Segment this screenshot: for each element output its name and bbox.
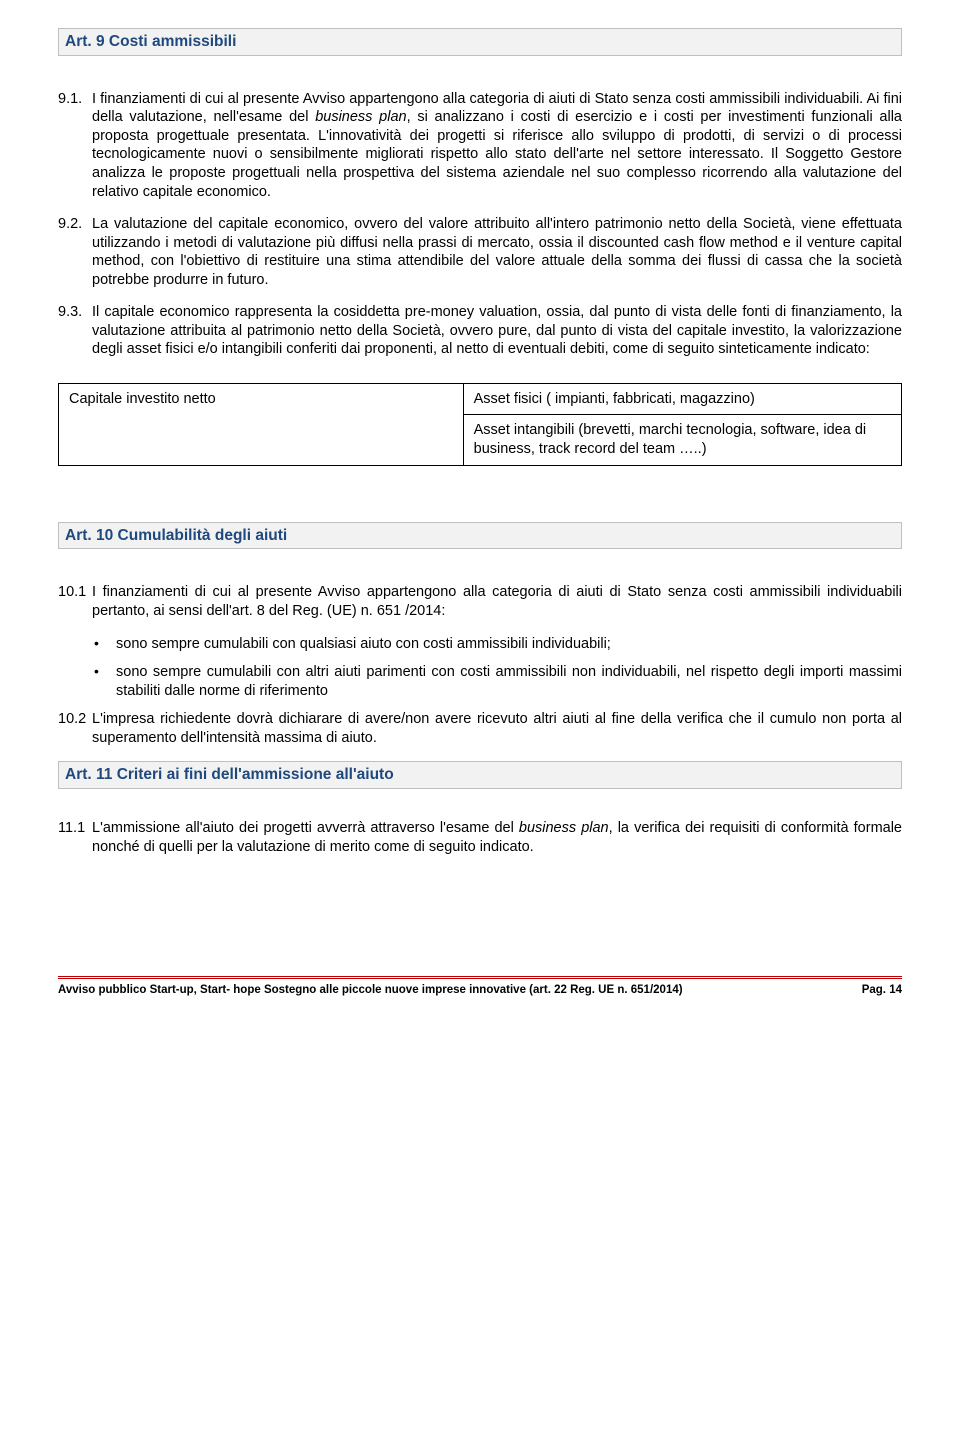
para-body: L'impresa richiedente dovrà dichiarare d… bbox=[92, 710, 902, 747]
paragraph-10-2: 10.2 L'impresa richiedente dovrà dichiar… bbox=[58, 710, 902, 747]
section-heading-art11: Art. 11 Criteri ai fini dell'ammissione … bbox=[58, 761, 902, 789]
bullet-list: sono sempre cumulabili con qualsiasi aiu… bbox=[58, 635, 902, 701]
section-heading-art9: Art. 9 Costi ammissibili bbox=[58, 28, 902, 56]
table-cell: Asset intangibili (brevetti, marchi tecn… bbox=[463, 415, 901, 465]
para-number: 10.1 bbox=[58, 583, 92, 620]
italic-term: business plan bbox=[519, 820, 609, 836]
table-cell: Asset fisici ( impianti, fabbricati, mag… bbox=[463, 383, 901, 415]
italic-term: business plan bbox=[315, 109, 406, 125]
paragraph-11-1: 11.1 L'ammissione all'aiuto dei progetti… bbox=[58, 819, 902, 856]
section-heading-art10: Art. 10 Cumulabilità degli aiuti bbox=[58, 522, 902, 550]
paragraph-10-1: 10.1 I finanziamenti di cui al presente … bbox=[58, 583, 902, 620]
footer-rule bbox=[58, 976, 902, 979]
para-body: La valutazione del capitale economico, o… bbox=[92, 215, 902, 289]
para-number: 9.1. bbox=[58, 90, 92, 201]
page-footer: Avviso pubblico Start-up, Start- hope So… bbox=[58, 983, 902, 998]
para-text: L'ammissione all'aiuto dei progetti avve… bbox=[92, 820, 519, 836]
paragraph-9-2: 9.2. La valutazione del capitale economi… bbox=[58, 215, 902, 289]
para-body: L'ammissione all'aiuto dei progetti avve… bbox=[92, 819, 902, 856]
list-item: sono sempre cumulabili con altri aiuti p… bbox=[94, 663, 902, 700]
paragraph-9-1: 9.1. I finanziamenti di cui al presente … bbox=[58, 90, 902, 201]
paragraph-9-3: 9.3. Il capitale economico rappresenta l… bbox=[58, 303, 902, 359]
footer-page-number: Pag. 14 bbox=[862, 983, 902, 998]
para-body: I finanziamenti di cui al presente Avvis… bbox=[92, 583, 902, 620]
asset-table: Capitale investito netto Asset fisici ( … bbox=[58, 383, 902, 466]
list-item: sono sempre cumulabili con qualsiasi aiu… bbox=[94, 635, 902, 654]
table-label-cell: Capitale investito netto bbox=[59, 383, 464, 465]
para-number: 10.2 bbox=[58, 710, 92, 747]
para-number: 9.2. bbox=[58, 215, 92, 289]
para-body: I finanziamenti di cui al presente Avvis… bbox=[92, 90, 902, 201]
para-body: Il capitale economico rappresenta la cos… bbox=[92, 303, 902, 359]
footer-left: Avviso pubblico Start-up, Start- hope So… bbox=[58, 983, 683, 998]
para-number: 9.3. bbox=[58, 303, 92, 359]
table-row: Capitale investito netto Asset fisici ( … bbox=[59, 383, 902, 415]
para-number: 11.1 bbox=[58, 819, 92, 856]
